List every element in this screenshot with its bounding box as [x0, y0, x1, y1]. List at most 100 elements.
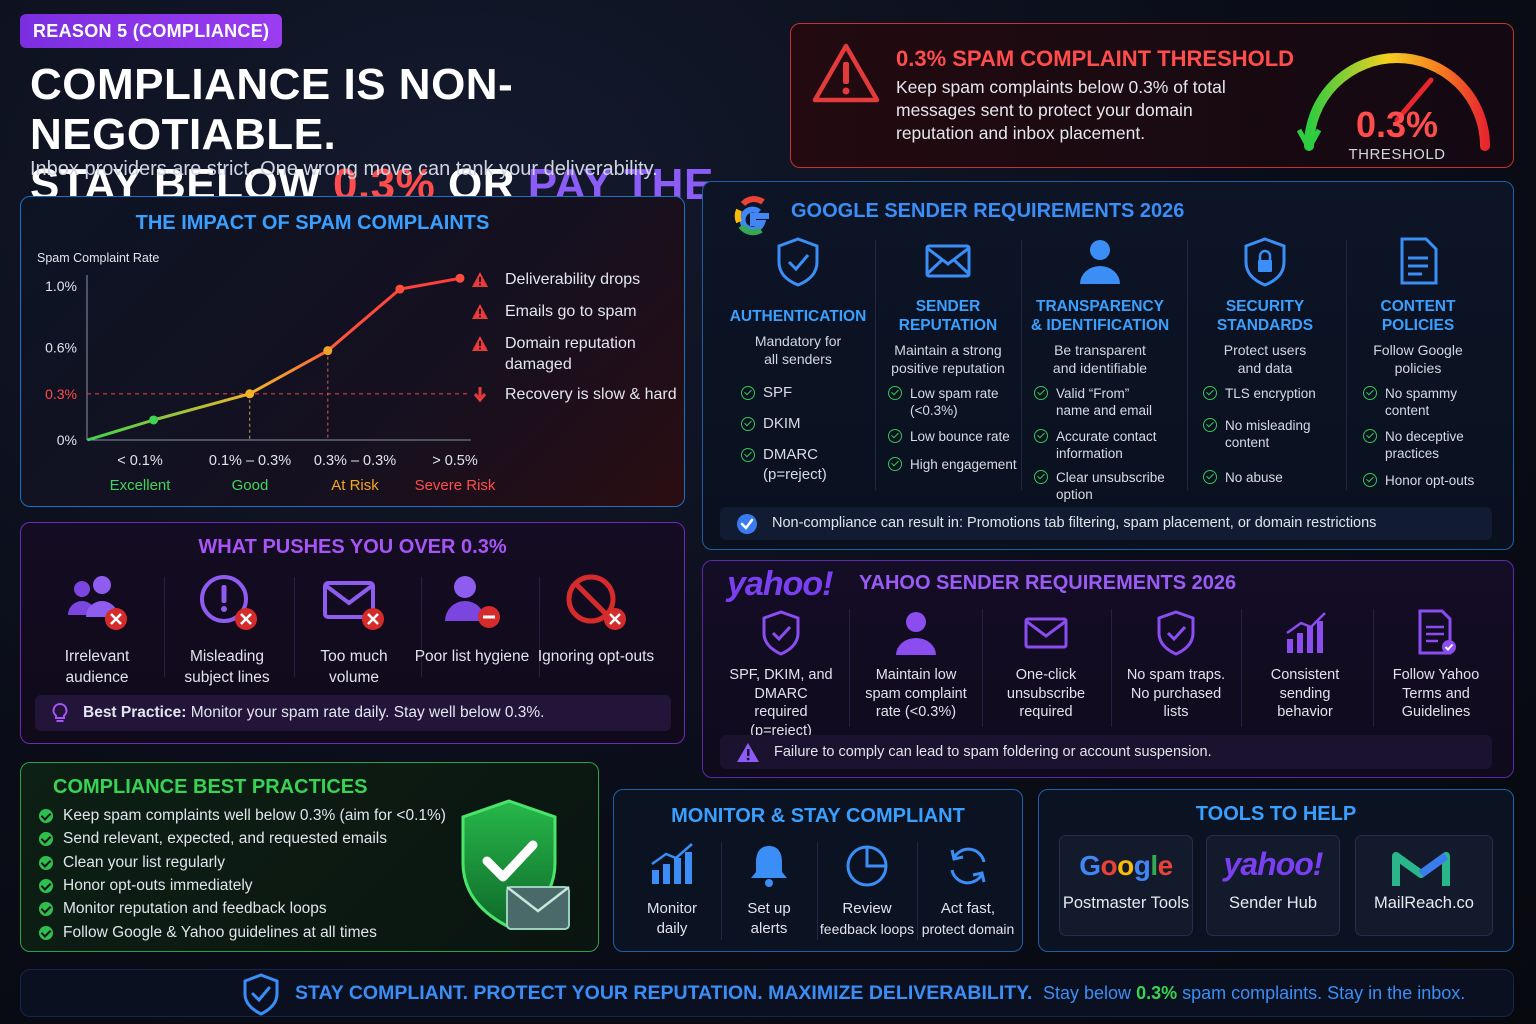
divider	[1241, 609, 1242, 727]
mail-x-icon	[323, 581, 384, 630]
yahoo-requirement-label: Maintain low spam complaint rate (<0.3%)	[865, 667, 967, 720]
shield-check-icon	[1157, 610, 1195, 656]
google-requirement-item: No deceptive practices	[1363, 428, 1495, 462]
divider	[164, 577, 165, 677]
mail-icon	[1024, 617, 1068, 649]
impact-title: THE IMPACT OF SPAM COMPLAINTS	[135, 212, 490, 234]
category-label: Severe Risk	[415, 477, 496, 494]
check-icon	[39, 925, 53, 940]
divider	[917, 842, 918, 940]
check-icon	[39, 878, 53, 893]
footer-main: STAY COMPLIANT. PROTECT YOUR REPUTATION.…	[295, 982, 1033, 1004]
google-column-heading: SENDER REPUTATION	[898, 298, 998, 334]
gauge-icon	[1296, 53, 1490, 151]
google-requirement-item: No abuse	[1203, 469, 1335, 486]
divider	[294, 577, 295, 677]
google-requirements-panel: GOOGLE SENDER REQUIREMENTS 2026 AUTHENTI…	[702, 181, 1514, 550]
tool-google-postmaster[interactable]: Google Postmaster Tools	[1059, 835, 1193, 936]
check-circle-icon	[737, 514, 757, 534]
check-circle-icon	[741, 386, 755, 400]
best-practice-item: Monitor reputation and feedback loops	[39, 900, 327, 918]
x-tick-label: 0.1% – 0.3%	[209, 453, 291, 469]
tool-label: Sender Hub	[1228, 894, 1318, 912]
threshold-text: Keep spam complaints below 0.3% of total…	[896, 77, 1226, 143]
lightbulb-icon	[52, 702, 68, 722]
google-requirement-label: High engagement	[910, 457, 1017, 472]
lock-shield-icon	[1244, 237, 1286, 287]
push-item-label: Misleading subject lines	[184, 648, 270, 686]
yahoo-requirement-column: One-click unsubscribe required	[981, 609, 1111, 722]
yahoo-requirement-column: Consistent sending behavior	[1240, 609, 1370, 722]
tool-yahoo-sender-hub[interactable]: yahoo! Sender Hub	[1206, 835, 1340, 936]
yahoo-requirement-label: Follow Yahoo Terms and Guidelines	[1392, 667, 1480, 720]
tool-mailreach[interactable]: MailReach.co	[1355, 835, 1493, 936]
yahoo-requirements-panel: yahoo! YAHOO SENDER REQUIREMENTS 2026 SP…	[702, 560, 1514, 778]
google-column-subtitle: Maintain a strong positive reputation	[891, 342, 1005, 376]
x-tick-label: > 0.5%	[432, 453, 478, 469]
warning-icon	[472, 304, 488, 319]
best-practice-label: Clean your list regularly	[63, 853, 225, 871]
footer-banner: STAY COMPLIANT. PROTECT YOUR REPUTATION.…	[20, 969, 1514, 1017]
best-practices-title: COMPLIANCE BEST PRACTICES	[53, 776, 368, 798]
divider	[982, 609, 983, 727]
tool-label: MailReach.co	[1374, 894, 1474, 912]
google-requirement-item: Valid “From” name and email	[1034, 385, 1166, 419]
best-practice-item: Send relevant, expected, and requested e…	[39, 830, 387, 848]
data-point	[245, 389, 255, 399]
check-circle-icon	[741, 448, 755, 462]
push-item-label: Irrelevant audience	[64, 648, 130, 686]
divider	[875, 240, 876, 490]
google-requirement-item: No spammy content	[1363, 385, 1495, 419]
google-g-icon	[734, 196, 769, 236]
google-requirement-label: Accurate contact information	[1056, 429, 1157, 461]
monitor-panel: MONITOR & STAY COMPLIANT Monitor daily Set…	[613, 789, 1023, 952]
divider	[849, 609, 850, 727]
google-requirement-label: Low bounce rate	[910, 429, 1010, 444]
category-label: At Risk	[331, 477, 379, 494]
shield-check-icon	[777, 237, 819, 287]
google-requirement-label: Low spam rate (<0.3%)	[910, 386, 999, 418]
google-requirement-label: No spammy content	[1385, 386, 1458, 418]
bar-chart-icon	[651, 843, 693, 884]
google-column-heading: TRANSPARENCY & IDENTIFICATION	[1030, 298, 1170, 334]
tools-panel: TOOLS TO HELP Google Postmaster Tools ya…	[1038, 789, 1514, 952]
warning-icon	[812, 43, 880, 103]
push-item: Misleading subject lines	[167, 571, 287, 688]
google-title: GOOGLE SENDER REQUIREMENTS 2026	[791, 200, 1185, 222]
headline-line-1: COMPLIANCE IS NON-NEGOTIABLE.	[30, 60, 514, 159]
impact-effect-label: Domain reputation damaged	[505, 335, 636, 373]
google-requirement-item: No misleading content	[1203, 417, 1335, 451]
check-circle-icon	[888, 429, 902, 443]
bell-icon	[751, 846, 787, 887]
google-requirement-label: SPF	[763, 384, 793, 401]
data-point	[149, 415, 159, 425]
push-item: Too much volume	[294, 571, 414, 688]
yahoo-requirement-label: SPF, DKIM, and DMARC required (p=reject)	[729, 667, 833, 739]
google-column-heading: CONTENT POLICIES	[1380, 298, 1456, 334]
google-requirement-column: TRANSPARENCY & IDENTIFICATION Be transpare…	[1025, 236, 1175, 377]
divider	[1187, 240, 1188, 490]
google-requirement-column: CONTENT POLICIES Follow Google policies	[1348, 236, 1488, 377]
google-requirement-label: No deceptive practices	[1385, 429, 1464, 461]
divider	[1021, 240, 1022, 490]
pie-chart-icon	[846, 845, 888, 887]
google-requirement-label: No misleading content	[1225, 418, 1311, 450]
google-requirement-item: Accurate contact information	[1034, 428, 1166, 462]
gauge-value: 0.3%	[1355, 104, 1439, 145]
yahoo-requirement-label: One-click unsubscribe required	[1006, 667, 1086, 720]
yahoo-requirement-label: Consistent sending behavior	[1270, 667, 1340, 720]
best-practice-text: Best Practice: Monitor your spam rate da…	[83, 704, 545, 721]
yahoo-logo: yahoo!	[1223, 846, 1324, 882]
mailreach-logo-icon	[1392, 852, 1450, 886]
y-tick-label: 1.0%	[45, 278, 77, 294]
shield-check-icon	[243, 973, 279, 1016]
data-point	[395, 284, 405, 294]
user-icon	[1080, 240, 1120, 284]
best-practice-item: Keep spam complaints well below 0.3% (ai…	[39, 807, 446, 825]
google-column-subtitle: Protect users and data	[1223, 342, 1307, 376]
google-requirement-column: SENDER REPUTATION Maintain a strong positiv…	[876, 236, 1021, 377]
data-point	[455, 273, 465, 283]
monitor-item-label: Set up alerts	[747, 900, 791, 937]
divider	[539, 577, 540, 677]
series-line	[87, 276, 461, 442]
